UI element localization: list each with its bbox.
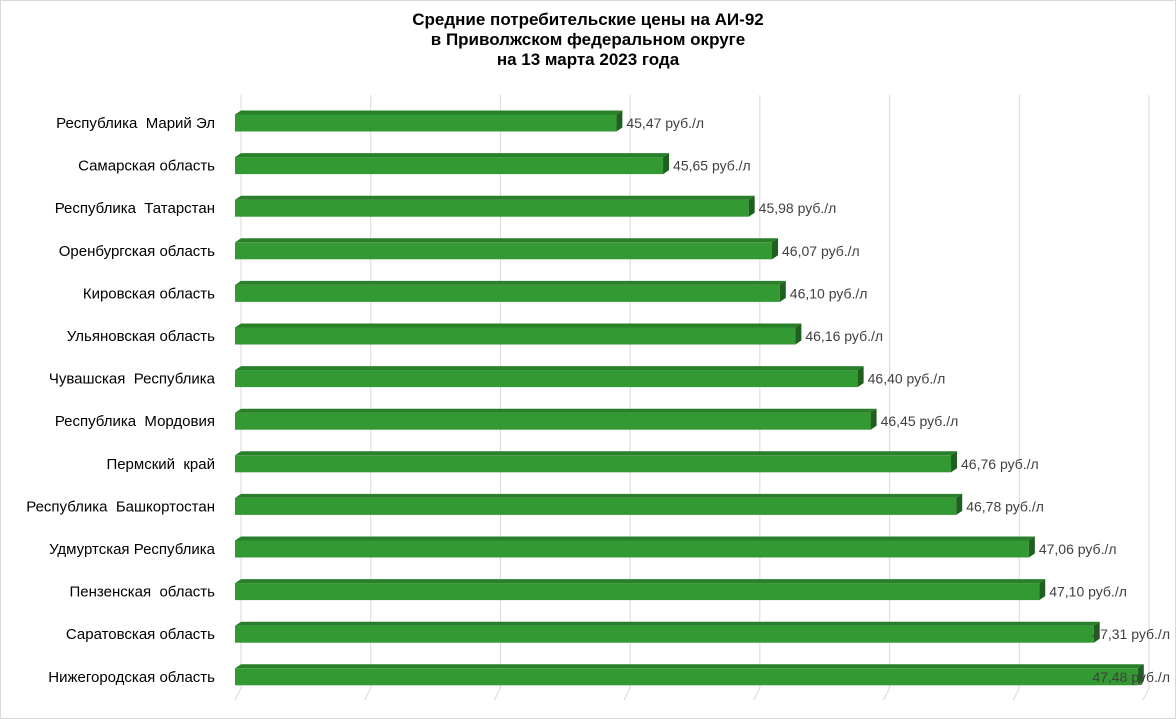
chart-title-line-3: на 13 марта 2023 года [496, 50, 680, 69]
bar-side [663, 153, 670, 175]
category-label: Оренбургская область [59, 243, 215, 260]
bar-top [235, 579, 1046, 584]
bar-group [235, 280, 786, 302]
data-label: 45,47 руб./л [626, 115, 704, 131]
category-label: Чувашская Республика [49, 371, 216, 388]
category-label: Республика Мордовия [55, 413, 215, 430]
bar [235, 242, 773, 260]
bar-top [235, 621, 1100, 626]
data-label: 46,76 руб./л [961, 456, 1039, 472]
category-label: Республика Татарстан [55, 200, 215, 217]
data-label: 46,78 руб./л [966, 498, 1044, 514]
bar [235, 668, 1138, 686]
data-label: 46,10 руб./л [790, 285, 868, 301]
bar [235, 199, 749, 217]
bar-side [795, 323, 802, 345]
bar-side [1137, 664, 1144, 686]
bar-side [956, 493, 963, 515]
gridline-floor [753, 687, 761, 701]
bar [235, 540, 1029, 558]
bar-top [235, 408, 877, 413]
bar-group [235, 493, 963, 515]
category-label: Пермский край [106, 456, 215, 473]
bar [235, 497, 957, 515]
bar-group [235, 238, 779, 260]
category-label: Республика Башкортостан [26, 498, 215, 515]
category-label: Ульяновская область [67, 328, 215, 345]
bar-top [235, 366, 864, 371]
bar-top [235, 493, 963, 498]
gridline-floor [623, 687, 631, 701]
bar-top [235, 280, 786, 285]
data-label: 46,45 руб./л [881, 413, 959, 429]
bar-top [235, 451, 958, 456]
chart-title: Средние потребительские цены на АИ-92 в … [0, 10, 1176, 70]
bar-group [235, 153, 670, 175]
bar [235, 114, 617, 132]
gridline-floor [234, 687, 242, 701]
category-label: Самарская область [78, 158, 215, 175]
bar [235, 327, 796, 345]
bar-group [235, 408, 877, 430]
bar-side [779, 280, 786, 302]
bar-side [951, 451, 958, 473]
bar-group [235, 366, 864, 388]
category-label: Удмуртская Республика [49, 541, 216, 558]
bar-top [235, 238, 779, 243]
gridline-floor [1012, 687, 1020, 701]
category-label: Пензенская область [70, 584, 216, 601]
bar-top [235, 323, 802, 328]
bar-group [235, 579, 1046, 601]
bar-group [235, 664, 1144, 686]
bar-group [235, 451, 958, 473]
bar-side [870, 408, 877, 430]
category-label: Нижегородская область [48, 669, 215, 686]
bar-side [616, 110, 623, 132]
chart-title-line-1: Средние потребительские цены на АИ-92 [412, 10, 764, 29]
bar-side [748, 195, 755, 217]
bar-side [857, 366, 864, 388]
bar-side [1039, 579, 1046, 601]
bar-group [235, 110, 623, 132]
bar-side [1093, 621, 1100, 643]
bar-group [235, 536, 1035, 558]
data-label: 45,98 руб./л [759, 200, 837, 216]
bar-top [235, 110, 623, 115]
bar [235, 412, 871, 430]
bar-side [772, 238, 779, 260]
bar-top [235, 536, 1035, 541]
gridline-floor [1142, 687, 1150, 701]
category-label: Республика Марий Эл [56, 115, 215, 132]
data-label: 46,40 руб./л [868, 371, 946, 387]
bar-top [235, 153, 670, 158]
bar [235, 625, 1094, 643]
data-label: 47,10 руб./л [1049, 584, 1127, 600]
data-label: 46,07 руб./л [782, 243, 860, 259]
bar-group [235, 195, 755, 217]
gridline-floor [883, 687, 891, 701]
bar [235, 157, 664, 175]
bar [235, 370, 858, 388]
gridline-floor [493, 687, 501, 701]
data-label: 46,16 руб./л [805, 328, 883, 344]
bar-group [235, 621, 1100, 643]
gridline-floor [364, 687, 372, 701]
data-label: 45,65 руб./л [673, 158, 751, 174]
bar-top [235, 195, 755, 200]
category-label: Кировская область [83, 285, 215, 302]
chart-title-line-2: в Приволжском федеральном округе [430, 30, 746, 49]
bar-side [1028, 536, 1035, 558]
bar-group [235, 323, 802, 345]
category-label: Саратовская область [66, 626, 215, 643]
bar-top [235, 664, 1144, 669]
bar [235, 583, 1040, 601]
bar [235, 284, 780, 302]
data-label: 47,31 руб./л [1092, 626, 1170, 642]
bar [235, 455, 952, 473]
data-label: 47,06 руб./л [1039, 541, 1117, 557]
data-label: 47,48 руб./л [1092, 669, 1170, 685]
